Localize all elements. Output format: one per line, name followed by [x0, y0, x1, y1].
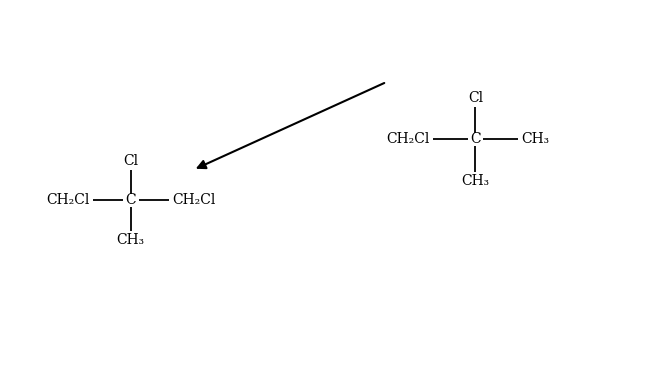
Text: Cl: Cl: [468, 91, 483, 105]
Text: CH₃: CH₃: [117, 233, 145, 247]
Text: Cl: Cl: [123, 154, 138, 168]
Text: C: C: [126, 193, 136, 207]
Text: C: C: [470, 132, 481, 146]
Text: CH₂Cl: CH₂Cl: [46, 193, 89, 207]
Text: CH₃: CH₃: [461, 173, 489, 188]
Text: CH₃: CH₃: [522, 132, 549, 146]
Text: CH₂Cl: CH₂Cl: [386, 132, 430, 146]
Text: CH₂Cl: CH₂Cl: [172, 193, 216, 207]
